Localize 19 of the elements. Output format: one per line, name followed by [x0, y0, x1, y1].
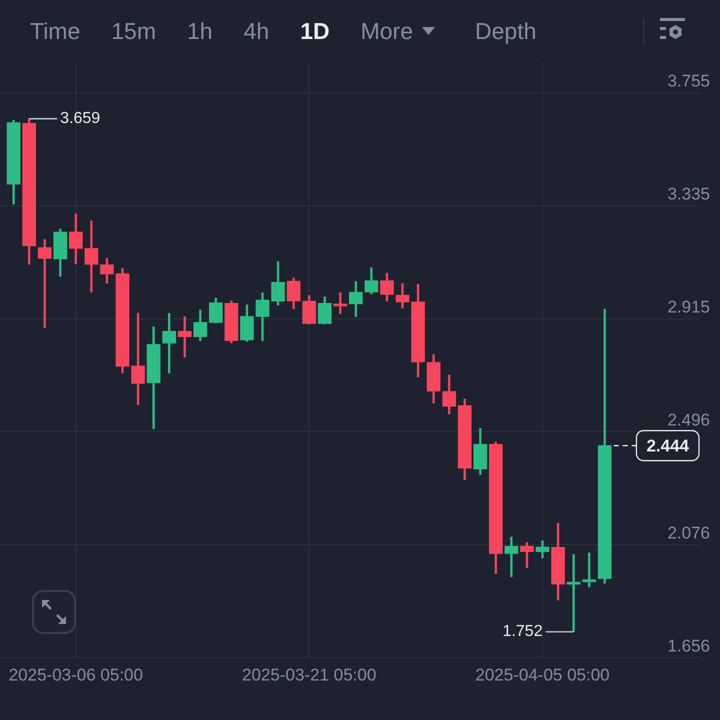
- y-tick-label: 1.656: [667, 636, 710, 656]
- text: 4h: [244, 18, 270, 44]
- y-tick-label: 2.076: [667, 523, 710, 542]
- y-tick-label: 3.335: [667, 184, 710, 204]
- text: 15m: [111, 18, 156, 44]
- text: 1h: [187, 18, 213, 44]
- x-tick-label: 2025-04-05 05:00: [475, 665, 610, 684]
- x-tick-label: 2025-03-06 05:00: [8, 665, 143, 684]
- y-tick-label: 3.755: [667, 72, 710, 91]
- ref-line-label: 2.444: [646, 436, 690, 456]
- annotation: 3.659: [60, 110, 100, 128]
- y-tick-label: 2.915: [667, 298, 710, 317]
- text: More: [360, 18, 414, 44]
- x-tick-label: 2025-03-21 05:00: [242, 665, 376, 684]
- annotation: 1.752: [502, 623, 543, 640]
- text: Depth: [475, 18, 536, 44]
- text: Time: [30, 18, 80, 44]
- y-tick-label: 2.496: [667, 410, 710, 430]
- text: 1D: [300, 18, 330, 44]
